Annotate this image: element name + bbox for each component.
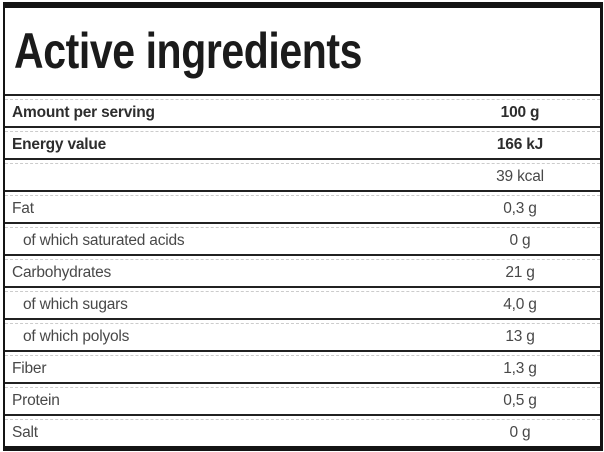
row-label: Amount per serving <box>12 104 155 121</box>
title-box: Active ingredients <box>5 8 600 94</box>
row-label: Fat <box>12 200 34 217</box>
row-label: Energy value <box>12 136 107 153</box>
nutrition-label: Active ingredients Amount per serving 10… <box>3 2 603 451</box>
table-row-content: of which saturated acids 0 g <box>5 227 600 254</box>
row-label: of which sugars <box>23 296 128 313</box>
table-row-content: 39 kcal <box>5 163 600 190</box>
row-label: of which saturated acids <box>23 232 185 249</box>
table-row: of which polyols 13 g <box>5 318 600 350</box>
table-row: Carbohydrates 21 g <box>5 254 600 286</box>
table-row-content: Carbohydrates 21 g <box>5 259 600 286</box>
row-label: Fiber <box>12 360 47 377</box>
row-label: Carbohydrates <box>12 264 112 281</box>
table-row: 39 kcal <box>5 158 600 190</box>
table-row: Energy value 166 kJ <box>5 126 600 158</box>
table-row-content: Amount per serving 100 g <box>5 99 600 126</box>
table-row: Salt 0 g <box>5 414 600 446</box>
table-row: Fat 0,3 g <box>5 190 600 222</box>
row-value: 21 g <box>505 264 535 281</box>
table-row-content: Energy value 166 kJ <box>5 131 600 158</box>
row-value: 13 g <box>505 328 535 345</box>
table-row: Protein 0,5 g <box>5 382 600 414</box>
table-row: of which sugars 4,0 g <box>5 286 600 318</box>
row-label: Protein <box>12 392 60 409</box>
table-row: Fiber 1,3 g <box>5 350 600 382</box>
row-label: Salt <box>12 424 38 441</box>
table-row-content: Salt 0 g <box>5 419 600 446</box>
page-title: Active ingredients <box>14 23 363 79</box>
table-row-content: Fiber 1,3 g <box>5 355 600 382</box>
row-value: 1,3 g <box>503 360 537 377</box>
table-row: Amount per serving 100 g <box>5 94 600 126</box>
table-row-content: Fat 0,3 g <box>5 195 600 222</box>
table-row: of which saturated acids 0 g <box>5 222 600 254</box>
row-value: 166 kJ <box>496 136 544 153</box>
table-row-content: of which polyols 13 g <box>5 323 600 350</box>
nutrition-table: Amount per serving 100 g Energy value 16… <box>5 94 600 446</box>
table-row-content: of which sugars 4,0 g <box>5 291 600 318</box>
row-value: 39 kcal <box>496 168 544 185</box>
row-value: 4,0 g <box>503 296 537 313</box>
row-value: 0 g <box>509 424 531 441</box>
row-label: of which polyols <box>23 328 130 345</box>
row-value: 100 g <box>500 104 540 121</box>
row-value: 0,5 g <box>503 392 537 409</box>
row-value: 0,3 g <box>503 200 537 217</box>
row-value: 0 g <box>509 232 531 249</box>
table-row-content: Protein 0,5 g <box>5 387 600 414</box>
